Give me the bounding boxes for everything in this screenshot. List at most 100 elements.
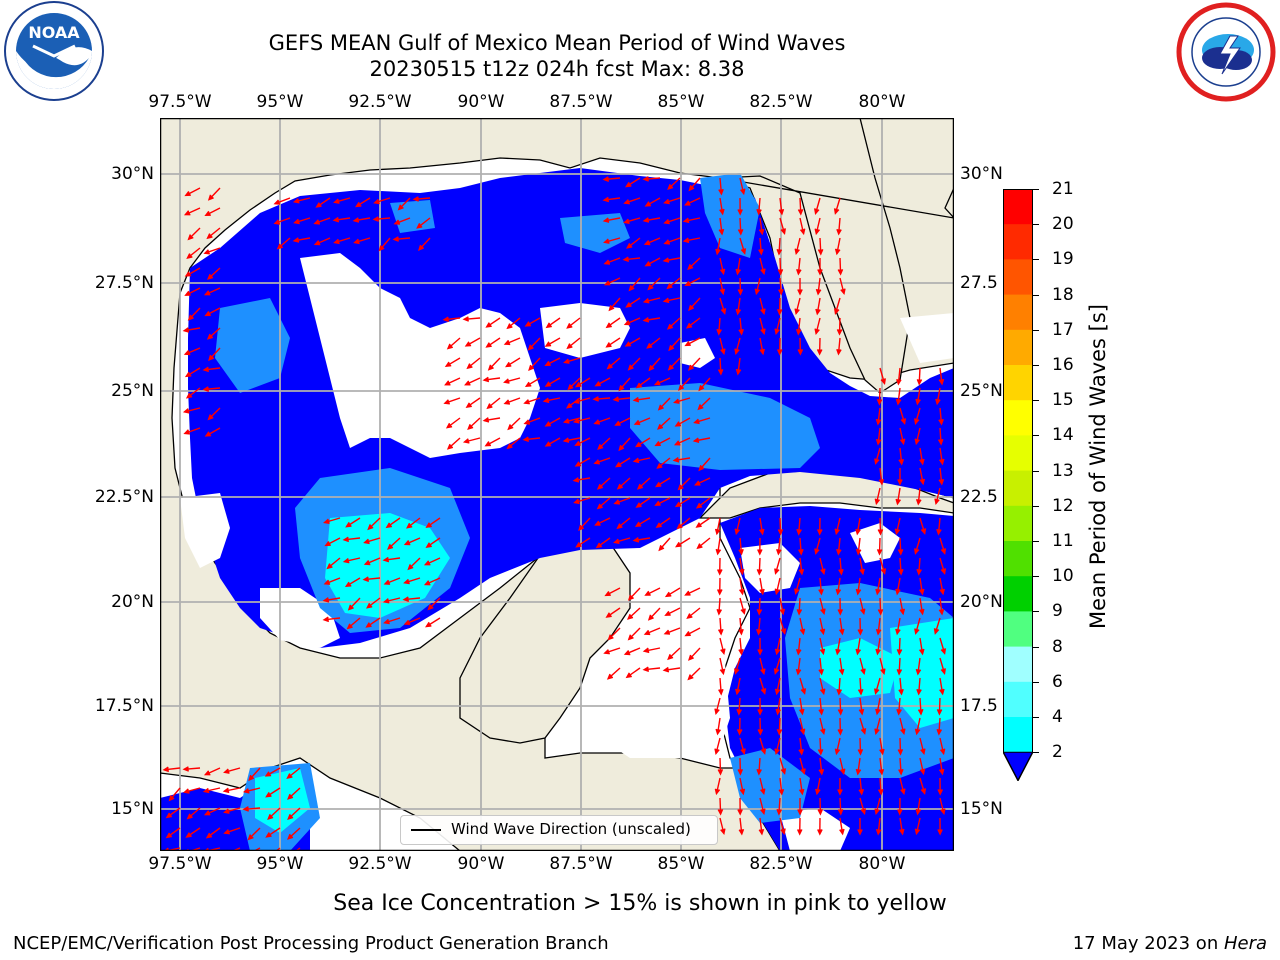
wave-direction-arrowhead: [940, 668, 946, 675]
colorbar-tick-label: 18: [1052, 284, 1074, 305]
wave-direction-arrowhead: [779, 608, 786, 616]
wave-direction-arrowhead: [322, 597, 330, 603]
colorbar-tick-label: 21: [1052, 179, 1074, 199]
wave-direction-arrowhead: [898, 769, 904, 776]
colorbar-tick-label: 4: [1052, 707, 1063, 727]
wave-direction-arrowhead: [717, 769, 724, 776]
wave-direction-arrowhead: [799, 728, 806, 736]
wave-direction-arrowhead: [565, 402, 573, 409]
wave-direction-arrowhead: [352, 217, 360, 223]
wave-direction-arrowhead: [464, 341, 472, 347]
colorbar-segment: [1003, 646, 1033, 683]
wave-direction-arrowhead: [602, 217, 610, 223]
wave-direction-arrowhead: [596, 483, 604, 490]
wave-direction-arrowhead: [738, 328, 744, 336]
colorbar-segment: [1003, 224, 1033, 260]
wave-direction-arrowhead: [777, 269, 784, 276]
wave-direction-arrowhead: [855, 588, 862, 596]
colorbar-tick-label: 9: [1052, 601, 1063, 622]
wave-direction-arrowhead: [914, 418, 920, 425]
wave-direction-arrowhead: [353, 238, 360, 245]
wave-direction-arrowhead: [602, 176, 610, 182]
wave-direction-arrowhead: [695, 522, 702, 528]
wave-direction-arrowhead: [874, 728, 880, 736]
wave-direction-arrowhead: [202, 787, 210, 794]
lon-label-bottom: 92.5°W: [348, 854, 412, 874]
wave-direction-arrowhead: [686, 613, 693, 620]
wave-direction-arrowhead: [816, 349, 823, 356]
wave-direction-arrowhead: [673, 440, 681, 446]
wave-direction-arrowhead: [273, 219, 280, 225]
wave-direction-arrowhead: [655, 481, 662, 488]
wave-direction-arrowhead: [597, 443, 604, 450]
wave-direction-arrowhead: [616, 483, 623, 490]
wave-direction-arrowhead: [814, 208, 820, 215]
wave-direction-arrowhead: [895, 588, 901, 596]
wave-direction-arrowhead: [860, 608, 866, 616]
wave-direction-arrowhead: [760, 788, 766, 796]
wave-direction-arrowhead: [287, 814, 294, 821]
colorbar-tick-mark: [1033, 329, 1039, 331]
wave-direction-arrowhead: [603, 280, 611, 286]
wave-direction-arrowhead: [876, 549, 883, 556]
wave-direction-arrowhead: [222, 787, 230, 794]
wave-direction-arrowhead: [366, 602, 373, 609]
wave-direction-arrowhead: [816, 529, 823, 536]
wave-direction-arrowhead: [737, 809, 743, 816]
wave-direction-arrowhead: [184, 271, 192, 277]
wave-direction-arrowhead: [817, 829, 823, 836]
colorbar-tick-label: 12: [1052, 495, 1074, 516]
wave-direction-arrowhead: [623, 199, 630, 205]
wave-direction-arrowhead: [914, 438, 920, 446]
wave-direction-arrowhead: [720, 828, 726, 836]
wave-direction-arrowhead: [757, 649, 763, 656]
colorbar-tick-mark: [1033, 576, 1039, 578]
wave-direction-arrowhead: [223, 768, 230, 774]
wave-direction-arrowhead: [684, 200, 691, 206]
wave-direction-arrowhead: [204, 310, 211, 317]
wave-direction-arrowhead: [859, 568, 865, 576]
wave-direction-arrowhead: [815, 288, 822, 296]
wave-direction-arrowhead: [855, 548, 862, 556]
wave-direction-arrowhead: [608, 305, 615, 312]
wave-direction-arrowhead: [860, 668, 866, 676]
sea-ice-note: Sea Ice Concentration > 15% is shown in …: [333, 891, 947, 916]
colorbar-tick-label: 13: [1052, 460, 1074, 481]
colorbar-extend-triangle: [1003, 751, 1033, 781]
wave-direction-arrowhead: [462, 438, 470, 444]
colorbar-tick-mark: [1033, 470, 1039, 472]
wave-direction-arrowhead: [406, 522, 413, 529]
wave-direction-arrowhead: [860, 728, 867, 735]
lat-label-left: 25°N: [111, 381, 154, 401]
lon-label-bottom: 97.5°W: [148, 854, 212, 874]
colorbar-frame: [1003, 189, 1033, 781]
florida: [719, 118, 954, 394]
wave-direction-arrowhead: [736, 709, 743, 716]
wave-direction-arrowhead: [662, 666, 670, 673]
footer-left: NCEP/EMC/Verification Post Processing Pr…: [13, 933, 609, 954]
wave-direction-arrowhead: [684, 630, 691, 637]
wave-direction-arrowhead: [718, 228, 725, 236]
wave-direction-arrowhead: [714, 748, 720, 756]
wave-direction-arrowhead: [919, 608, 925, 616]
wave-direction-arrowhead: [857, 749, 864, 756]
wave-direction-arrowhead: [817, 809, 824, 816]
wave-direction-arrowhead: [919, 588, 925, 596]
wave-direction-arrowhead: [719, 208, 725, 216]
wave-direction-arrowhead: [642, 298, 650, 304]
lon-label-top: 82.5°W: [749, 92, 813, 112]
wave-direction-arrowhead: [757, 729, 764, 736]
wave-direction-arrowhead: [839, 628, 845, 636]
wave-direction-arrowhead: [836, 329, 843, 336]
wave-direction-arrowhead: [182, 408, 190, 414]
wave-direction-arrowhead: [286, 773, 293, 780]
wave-direction-arrowhead: [897, 809, 903, 816]
wave-direction-arrowhead: [875, 418, 882, 426]
wave-direction-arrowhead: [524, 381, 532, 388]
wave-direction-arrowhead: [685, 322, 693, 329]
wave-direction-arrowhead: [717, 369, 724, 376]
wave-direction-arrowhead: [644, 201, 652, 207]
wave-direction-arrowhead: [647, 614, 654, 621]
colorbar-segment: [1003, 189, 1033, 225]
wave-direction-arrowhead: [487, 364, 494, 371]
